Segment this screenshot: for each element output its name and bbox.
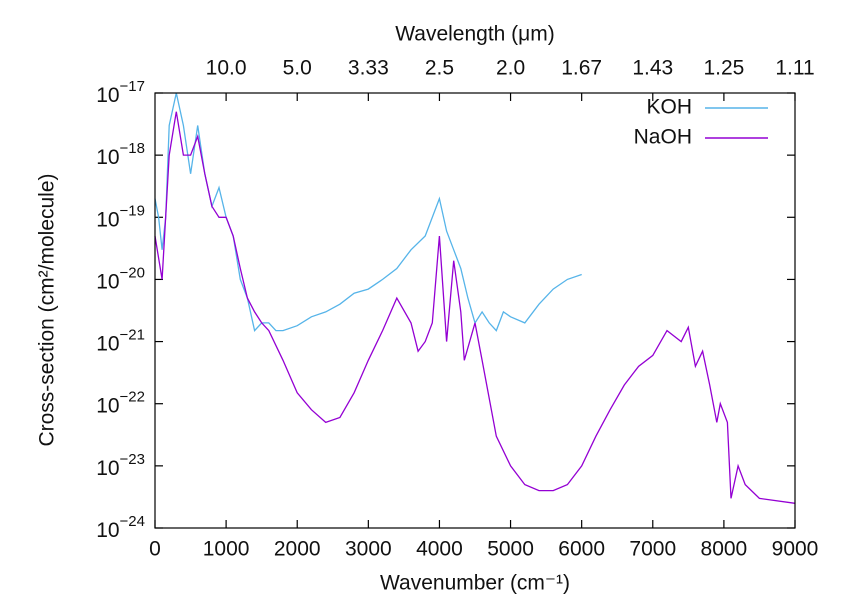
y-tick-label: 10−20 — [96, 264, 145, 293]
y-tick-label: 10−24 — [96, 513, 145, 542]
top-axis-title: Wavelength (μm) — [395, 23, 555, 46]
top-tick-label: 1.11 — [775, 57, 814, 80]
x-tick-label: 5000 — [487, 538, 534, 561]
y-tick-label: 10−17 — [96, 78, 145, 107]
series-line — [154, 92, 582, 332]
x-tick-label: 9000 — [772, 538, 819, 561]
y-tick-label: 10−23 — [96, 451, 145, 480]
x-tick-label: 6000 — [558, 538, 605, 561]
top-tick-label: 1.43 — [632, 57, 673, 80]
x-tick-label: 0 — [149, 538, 161, 561]
y-tick-label: 10−19 — [96, 202, 145, 231]
x-axis-title: Wavenumber (cm⁻¹) — [380, 572, 570, 595]
top-tick-label: 3.33 — [348, 57, 389, 80]
plot-frame — [154, 92, 796, 529]
y-axis-title: Cross-section (cm²/molecule) — [36, 173, 59, 446]
top-tick-label: 2.5 — [425, 57, 454, 80]
series-line — [154, 111, 796, 504]
top-tick-label: 2.0 — [496, 57, 525, 80]
y-tick-label: 10−22 — [96, 389, 145, 418]
top-tick-label: 5.0 — [283, 57, 312, 80]
x-tick-label: 1000 — [203, 538, 250, 561]
top-tick-label: 1.25 — [703, 57, 744, 80]
y-tick-label: 10−18 — [96, 140, 145, 169]
x-tick-label: 4000 — [416, 538, 463, 561]
top-tick-label: 1.67 — [561, 57, 602, 80]
legend-label: KOH — [646, 96, 692, 119]
x-tick-label: 7000 — [629, 538, 676, 561]
y-tick-label: 10−21 — [96, 327, 145, 356]
x-tick-label: 3000 — [345, 538, 392, 561]
x-tick-label: 2000 — [274, 538, 321, 561]
top-tick-label: 10.0 — [206, 57, 247, 80]
x-tick-label: 8000 — [701, 538, 748, 561]
legend-label: NaOH — [634, 126, 692, 149]
